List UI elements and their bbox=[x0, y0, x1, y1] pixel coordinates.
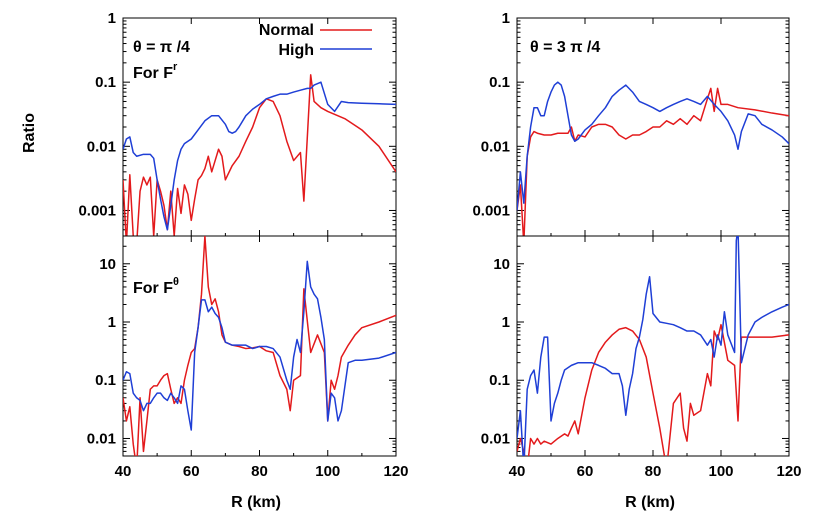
panel-top-right: 0.001 0.01 0.1 1 bbox=[472, 10, 790, 237]
x-tick-label: 60 bbox=[183, 463, 200, 480]
y-tick-label: 10 bbox=[99, 256, 116, 273]
y-tick-label: 0.1 bbox=[489, 74, 510, 91]
legend: Normal High bbox=[259, 22, 372, 59]
legend-label-normal: Normal bbox=[259, 22, 314, 39]
series-line-high bbox=[517, 236, 789, 456]
x-axis-label-right: R (km) bbox=[625, 494, 675, 511]
panel-top-left: 0.001 0.01 0.1 1 bbox=[78, 10, 397, 237]
annotation-theta-left: θ = π /4 bbox=[133, 39, 190, 56]
y-tick-label: 1 bbox=[502, 314, 510, 331]
series-line-high bbox=[517, 81, 789, 211]
annotation-for-ftheta-base: For F bbox=[133, 280, 173, 297]
panel-bottom-right: 40 60 80 100 120 0.01 0.1 1 10 bbox=[481, 235, 802, 480]
panel-bottom-left: 40 60 80 100 120 0.01 0.1 1 10 bbox=[87, 235, 409, 480]
annotation-for-fr-base: For F bbox=[133, 65, 173, 82]
series-line-normal bbox=[517, 323, 789, 456]
panel-frame bbox=[516, 235, 790, 457]
panels-layer: 0.001 0.01 0.1 1 0.001 0.01 0.1 1 40 60 80 100 120 0.… bbox=[78, 10, 801, 480]
y-tick-label: 1 bbox=[502, 10, 510, 27]
series-line-normal bbox=[123, 236, 396, 456]
x-tick-label: 120 bbox=[776, 463, 801, 480]
y-tick-label: 1 bbox=[108, 314, 116, 331]
series-line-normal bbox=[123, 74, 396, 236]
x-axis-label-left: R (km) bbox=[231, 494, 281, 511]
y-tick-label: 1 bbox=[108, 10, 116, 27]
y-tick-label: 0.001 bbox=[78, 202, 116, 219]
y-tick-label: 0.1 bbox=[489, 372, 510, 389]
x-tick-label: 60 bbox=[577, 463, 594, 480]
y-tick-label: 0.1 bbox=[95, 372, 116, 389]
x-tick-label: 100 bbox=[315, 463, 340, 480]
annotation-theta-right: θ = 3 π /4 bbox=[530, 39, 600, 56]
annotation-for-fr-sup: r bbox=[173, 61, 178, 73]
y-tick-label: 0.01 bbox=[481, 138, 510, 155]
y-tick-label: 0.01 bbox=[87, 138, 116, 155]
x-tick-label: 80 bbox=[251, 463, 268, 480]
y-tick-label: 0.1 bbox=[95, 74, 116, 91]
annotation-for-ftheta: For Fθ bbox=[133, 276, 179, 297]
series-line-high bbox=[123, 260, 396, 431]
x-tick-label: 80 bbox=[645, 463, 662, 480]
series-line-normal bbox=[517, 87, 789, 236]
x-tick-label: 120 bbox=[383, 463, 408, 480]
annotation-for-ftheta-sup: θ bbox=[173, 276, 179, 288]
legend-label-high: High bbox=[278, 42, 314, 59]
x-tick-label: 40 bbox=[115, 463, 132, 480]
y-axis-label: Ratio bbox=[21, 113, 38, 153]
y-tick-label: 0.001 bbox=[472, 202, 510, 219]
x-tick-label: 40 bbox=[509, 463, 526, 480]
y-tick-label: 0.01 bbox=[87, 430, 116, 447]
y-tick-label: 0.01 bbox=[481, 430, 510, 447]
y-tick-label: 10 bbox=[493, 256, 510, 273]
x-tick-label: 100 bbox=[708, 463, 733, 480]
series-line-high bbox=[123, 81, 396, 231]
annotation-for-fr: For Fr bbox=[133, 61, 178, 82]
